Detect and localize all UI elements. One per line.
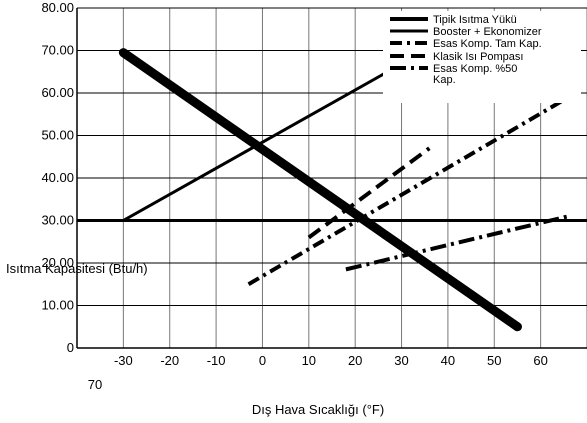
series-line-4 xyxy=(307,146,431,240)
x-tick-label: 20 xyxy=(348,353,362,368)
legend-label: Klasik Isı Pompası xyxy=(433,51,523,63)
legend-label: Esas Komp. Tam Kap. xyxy=(433,38,542,50)
y-tick-label: 30.00 xyxy=(41,213,74,228)
x-tick-label: -20 xyxy=(160,353,179,368)
y-tick-label: 40.00 xyxy=(41,170,74,185)
x-tick-label: 0 xyxy=(259,353,266,368)
y-tick-label: 70.00 xyxy=(41,43,74,58)
series-line-2 xyxy=(122,70,389,222)
y-tick-label: 50.00 xyxy=(41,128,74,143)
series-group xyxy=(77,48,587,332)
y-tick-label: 80.00 xyxy=(41,0,74,15)
series-line-5 xyxy=(345,214,569,272)
x-tick-label: 60 xyxy=(533,353,547,368)
series-line-1 xyxy=(118,48,522,332)
x-tick-label: 50 xyxy=(487,353,501,368)
x-tick-label: -10 xyxy=(207,353,226,368)
x-tick-label-extra: 70 xyxy=(88,377,102,392)
x-tick-label: -30 xyxy=(114,353,133,368)
y-tick-label: 10.00 xyxy=(41,298,74,313)
x-tick-label: 30 xyxy=(394,353,408,368)
x-tick-label: 10 xyxy=(302,353,316,368)
legend-label: Booster + Ekonomizer xyxy=(433,26,542,38)
legend-label: Tipik Isıtma Yükü xyxy=(433,14,517,26)
x-tick-label: 40 xyxy=(441,353,455,368)
y-tick-label: 60.00 xyxy=(41,85,74,100)
tick-labels: 0 10.00 20.00 30.00 40.00 50.00 60.00 70.00 80.0… xyxy=(41,0,547,392)
axes xyxy=(76,7,587,349)
series-line-3 xyxy=(247,95,570,286)
legend-label: Esas Komp. %50 xyxy=(433,63,517,75)
y-axis-label: Isıtma Kapasitesi (Btu/h) xyxy=(6,261,148,276)
x-axis-label: Dış Hava Sıcaklığı (°F) xyxy=(252,402,384,417)
y-tick-label: 0 xyxy=(67,340,74,355)
legend-label: Kap. xyxy=(433,74,456,86)
y-tick-label: 20.00 xyxy=(41,255,74,270)
